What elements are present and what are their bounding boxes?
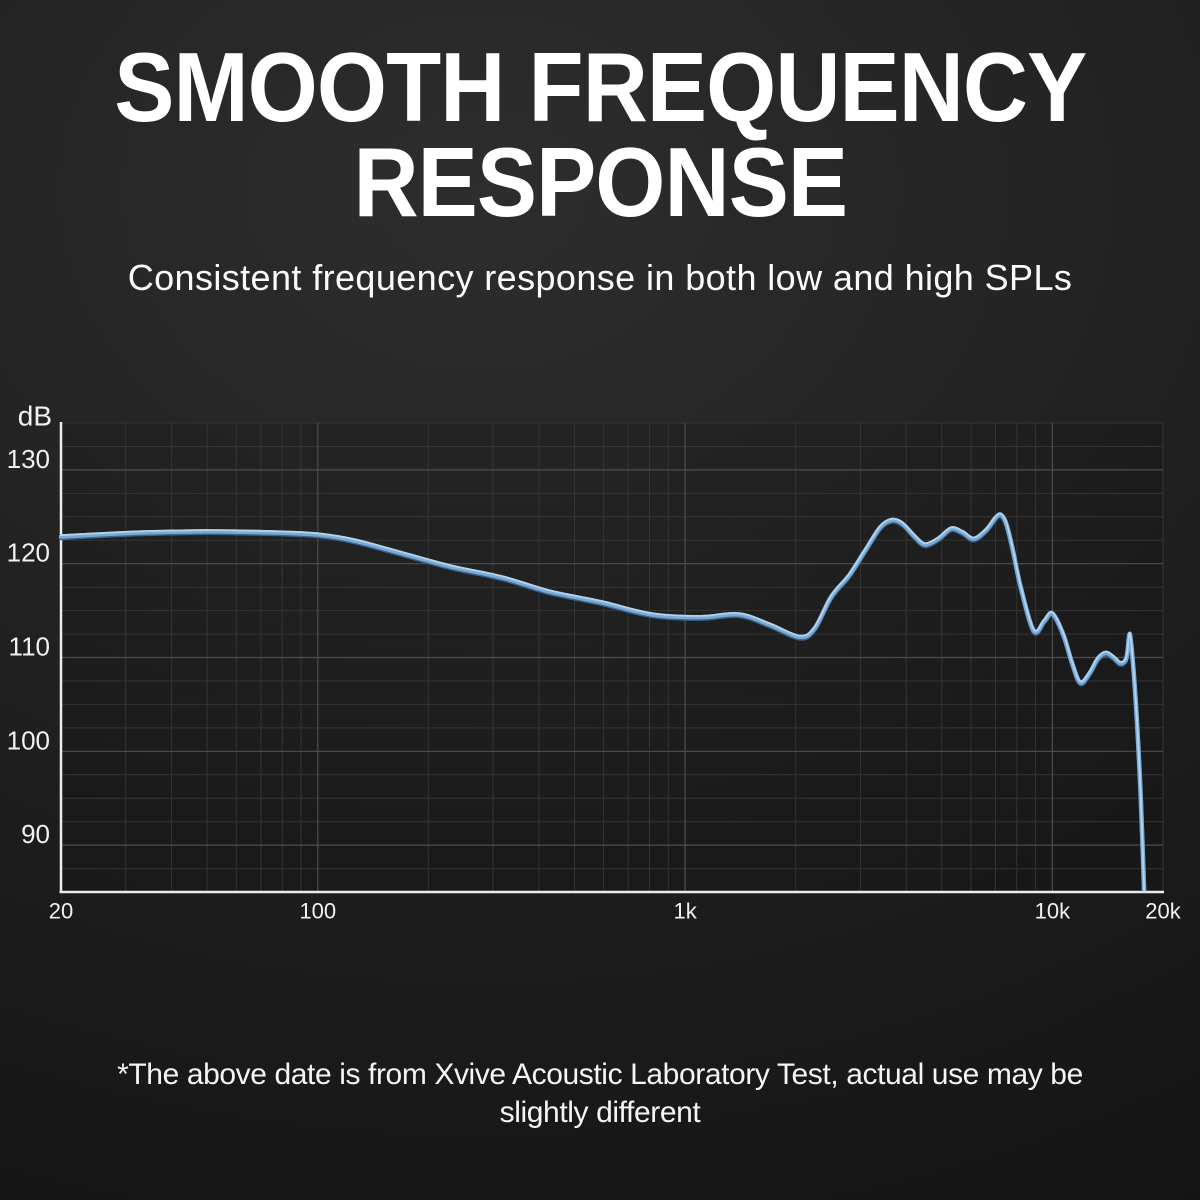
y-tick-label-90: 90 bbox=[21, 819, 50, 849]
curve-highlight-stroke bbox=[60, 512, 1146, 892]
y-tick-label-110: 110 bbox=[9, 632, 50, 662]
axes bbox=[59, 422, 1164, 894]
x-tick-label-10k: 10k bbox=[1035, 899, 1071, 924]
x-tick-label-20k: 20k bbox=[1145, 899, 1181, 924]
y-tick-label-130: 130 bbox=[7, 444, 50, 474]
x-tick-label-20: 20 bbox=[49, 899, 73, 924]
title-line-2: RESPONSE bbox=[353, 127, 848, 237]
page-title: SMOOTH FREQUENCY RESPONSE bbox=[0, 32, 1200, 237]
x-tick-label-1k: 1k bbox=[673, 899, 697, 924]
grid-major bbox=[61, 423, 1163, 892]
footnote: *The above date is from Xvive Acoustic L… bbox=[0, 1056, 1200, 1132]
y-tick-labels: 130 120 110 100 90 bbox=[7, 444, 50, 849]
subtitle: Consistent frequency response in both lo… bbox=[127, 257, 1073, 298]
curve-main-stroke bbox=[58, 512, 1147, 892]
y-tick-label-120: 120 bbox=[7, 538, 50, 568]
x-tick-label-100: 100 bbox=[299, 899, 336, 924]
y-axis-unit-label: dB bbox=[18, 401, 52, 432]
response-curve bbox=[58, 512, 1147, 892]
y-axis-unit: dB bbox=[18, 401, 52, 432]
y-tick-label-100: 100 bbox=[7, 725, 50, 755]
footnote-line-2: slightly different bbox=[499, 1096, 701, 1129]
footnote-line-1: *The above date is from Xvive Acoustic L… bbox=[117, 1058, 1083, 1091]
title-line-1: SMOOTH FREQUENCY bbox=[113, 32, 1087, 142]
x-tick-labels: 20 100 1k 10k 20k bbox=[49, 899, 1182, 924]
